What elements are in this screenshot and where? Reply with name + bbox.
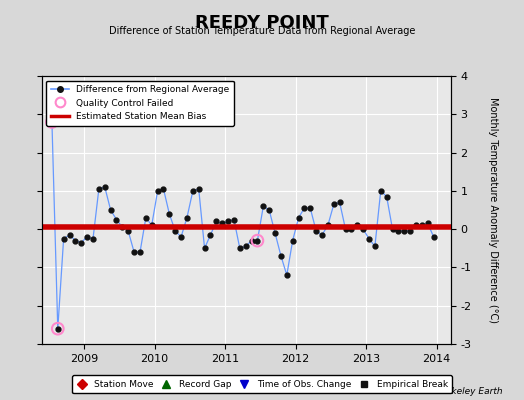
Point — [48, 119, 56, 125]
Legend: Station Move, Record Gap, Time of Obs. Change, Empirical Break: Station Move, Record Gap, Time of Obs. C… — [72, 376, 452, 394]
Point — [253, 238, 261, 244]
Text: Berkeley Earth: Berkeley Earth — [436, 387, 503, 396]
Point — [53, 326, 62, 332]
Text: REEDY POINT: REEDY POINT — [195, 14, 329, 32]
Text: Difference of Station Temperature Data from Regional Average: Difference of Station Temperature Data f… — [109, 26, 415, 36]
Legend: Difference from Regional Average, Quality Control Failed, Estimated Station Mean: Difference from Regional Average, Qualit… — [47, 80, 234, 126]
Y-axis label: Monthly Temperature Anomaly Difference (°C): Monthly Temperature Anomaly Difference (… — [488, 97, 498, 323]
